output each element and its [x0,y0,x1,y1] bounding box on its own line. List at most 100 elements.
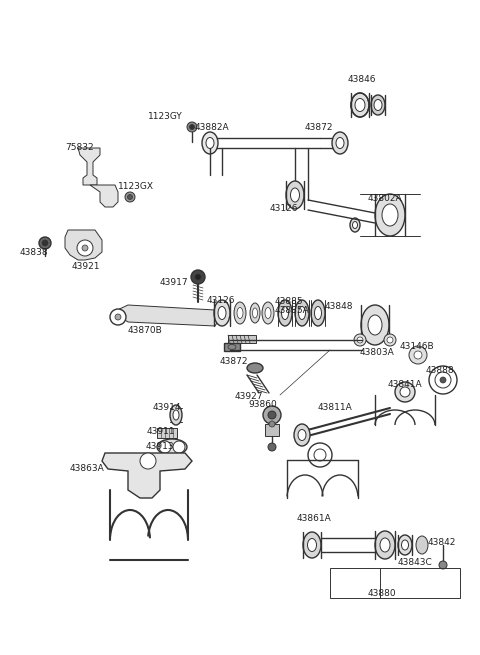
Circle shape [115,314,121,320]
Circle shape [387,337,393,343]
Circle shape [414,351,422,359]
Ellipse shape [352,221,358,229]
Text: 43885: 43885 [275,297,304,306]
Bar [330,568,460,598]
Ellipse shape [382,204,398,226]
Ellipse shape [234,302,246,324]
Text: 43803A: 43803A [360,348,395,357]
Ellipse shape [332,132,348,154]
Ellipse shape [262,302,274,324]
Text: 43885A: 43885A [275,306,310,315]
Ellipse shape [355,98,365,111]
Ellipse shape [371,95,385,115]
Ellipse shape [214,300,230,326]
Text: 43870B: 43870B [128,326,163,335]
Text: 43927: 43927 [235,392,264,401]
Circle shape [400,387,410,397]
Polygon shape [113,305,220,326]
Ellipse shape [350,218,360,232]
Text: 43911: 43911 [147,427,176,436]
Ellipse shape [218,307,226,320]
Circle shape [191,270,205,284]
Ellipse shape [157,439,187,455]
Text: 43842: 43842 [428,538,456,547]
Ellipse shape [375,531,395,559]
Circle shape [128,195,132,200]
Ellipse shape [401,540,408,550]
Circle shape [395,382,415,402]
Ellipse shape [265,307,271,318]
Circle shape [269,421,275,427]
Ellipse shape [336,138,344,149]
Ellipse shape [286,181,304,209]
Text: 43917: 43917 [160,278,189,287]
Text: 43872: 43872 [220,357,249,366]
Circle shape [190,124,194,130]
Text: 43843C: 43843C [398,558,433,567]
Circle shape [195,274,201,280]
Circle shape [409,346,427,364]
Bar [224,343,240,351]
Circle shape [439,561,447,569]
Circle shape [314,449,326,461]
Text: 43914: 43914 [153,403,181,412]
Ellipse shape [173,410,179,420]
Circle shape [39,237,51,249]
Ellipse shape [375,194,405,236]
Ellipse shape [250,303,260,323]
Text: 43841A: 43841A [388,380,422,389]
Circle shape [263,406,281,424]
Ellipse shape [170,405,182,425]
Text: 43126: 43126 [207,296,236,305]
Ellipse shape [351,93,369,117]
Text: 1123GX: 1123GX [118,182,154,191]
Text: 43863A: 43863A [70,464,105,473]
Text: 93860: 93860 [248,400,277,409]
Ellipse shape [247,363,263,373]
Circle shape [357,337,363,343]
Ellipse shape [314,307,322,320]
Text: 1123GY: 1123GY [148,112,183,121]
Bar [228,335,256,343]
Polygon shape [78,148,100,185]
Ellipse shape [298,430,306,441]
Text: 43846: 43846 [348,75,376,84]
Text: 43882A: 43882A [195,123,229,132]
Polygon shape [90,185,118,207]
Text: 43861A: 43861A [297,514,332,523]
Ellipse shape [416,536,428,554]
Text: 43802A: 43802A [368,194,403,203]
Ellipse shape [299,307,305,320]
Circle shape [440,377,446,383]
Ellipse shape [252,308,257,318]
Text: 43146B: 43146B [400,342,434,351]
Text: 43888: 43888 [426,366,455,375]
Circle shape [173,441,185,453]
Text: 75832: 75832 [65,143,94,152]
Circle shape [187,122,197,132]
Ellipse shape [206,138,214,149]
Text: 43913: 43913 [146,442,175,451]
Ellipse shape [202,132,218,154]
Bar [157,428,177,438]
Polygon shape [102,453,192,498]
Text: 43811A: 43811A [318,403,353,412]
Ellipse shape [311,300,325,326]
Bar [265,424,279,436]
Text: 43848: 43848 [325,302,353,311]
Text: 43126: 43126 [270,204,299,213]
Circle shape [354,334,366,346]
Ellipse shape [294,424,310,446]
Ellipse shape [278,300,292,326]
Circle shape [110,309,126,325]
Ellipse shape [368,315,382,335]
Circle shape [159,441,171,453]
Ellipse shape [303,532,321,558]
Circle shape [82,245,88,251]
Text: 43880: 43880 [368,589,396,598]
Circle shape [384,334,396,346]
Ellipse shape [237,307,243,318]
Text: 43838: 43838 [20,248,48,257]
Polygon shape [65,230,102,260]
Circle shape [125,192,135,202]
